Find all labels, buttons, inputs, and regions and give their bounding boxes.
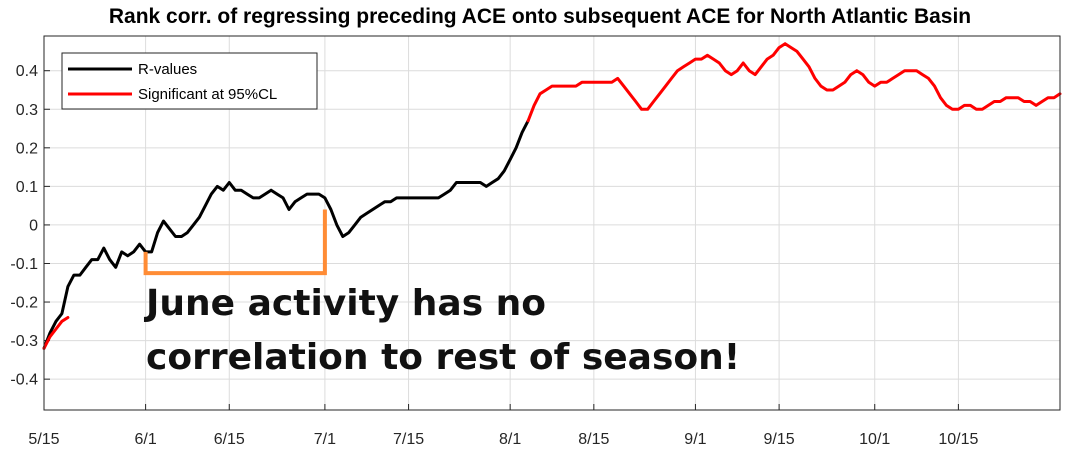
series-line-significant bbox=[42, 316, 70, 350]
x-tick-label: 6/15 bbox=[214, 431, 245, 448]
y-axis-ticks: 0.4 0.3 0.2 0.1 0 -0.1 -0.2 -0.3 -0.4 bbox=[10, 63, 50, 389]
y-tick-label: 0.1 bbox=[16, 179, 38, 196]
y-tick-label: -0.4 bbox=[10, 372, 38, 389]
legend-entry-label: R-values bbox=[138, 61, 197, 78]
y-tick-label: 0.2 bbox=[16, 140, 38, 157]
legend-box bbox=[61, 52, 318, 110]
annotation-text-line: correlation to rest of season! bbox=[146, 337, 740, 378]
x-tick-label: 8/15 bbox=[578, 431, 609, 448]
y-tick-label: 0.3 bbox=[16, 102, 38, 119]
y-tick-label: -0.3 bbox=[10, 333, 38, 350]
x-tick-label: 9/1 bbox=[684, 431, 706, 448]
series-line-r-values bbox=[42, 119, 530, 350]
series-line-significant bbox=[526, 42, 1062, 123]
y-tick-label: -0.1 bbox=[10, 256, 38, 273]
x-tick-label: 7/1 bbox=[314, 431, 336, 448]
annotation-text-line: June activity has no bbox=[143, 283, 546, 324]
chart-title: Rank corr. of regressing preceding ACE o… bbox=[109, 5, 971, 28]
x-tick-label: 8/1 bbox=[499, 431, 521, 448]
y-tick-label: -0.2 bbox=[10, 295, 38, 312]
x-tick-label: 10/15 bbox=[938, 431, 978, 448]
x-tick-label: 9/15 bbox=[764, 431, 795, 448]
june-bracket bbox=[143, 209, 327, 276]
x-tick-label: 10/1 bbox=[859, 431, 890, 448]
x-tick-label: 7/15 bbox=[393, 431, 424, 448]
y-tick-label: 0 bbox=[29, 217, 38, 234]
x-axis-ticks: 5/15 6/1 6/15 7/1 7/15 8/1 8/15 9/1 9/15 10/1 10/1… bbox=[28, 404, 979, 448]
x-tick-label: 6/1 bbox=[134, 431, 156, 448]
series-lines bbox=[42, 42, 1062, 350]
plot-frame bbox=[43, 35, 1061, 411]
annotations: June activity has no correlation to rest … bbox=[143, 209, 740, 378]
y-tick-label: 0.4 bbox=[16, 63, 38, 80]
legend: R-values Significant at 95%CL bbox=[61, 52, 318, 110]
legend-entry-label: Significant at 95%CL bbox=[138, 86, 277, 103]
x-tick-label: 5/15 bbox=[28, 431, 59, 448]
